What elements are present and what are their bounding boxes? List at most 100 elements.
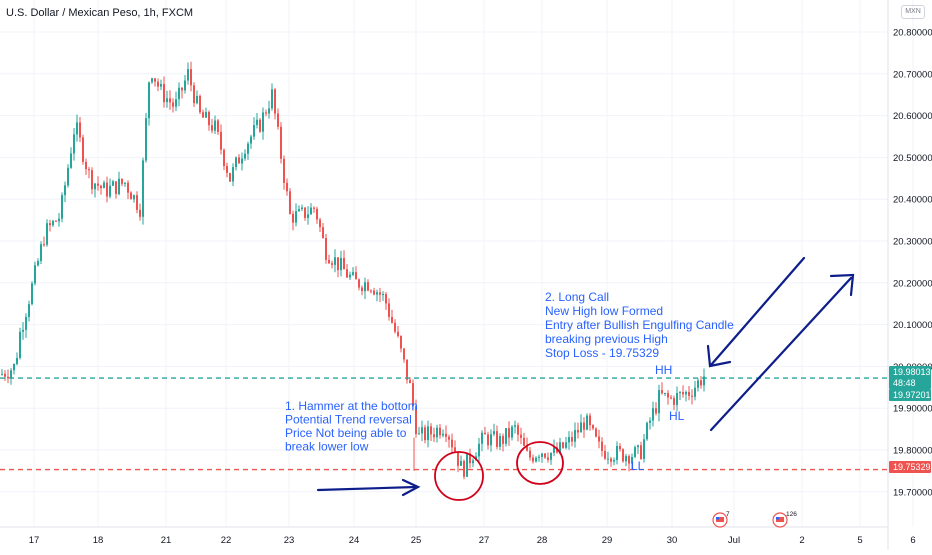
- candle-body: [262, 112, 264, 132]
- down-arrow-head: [706, 344, 732, 368]
- x-tick-label: 29: [602, 535, 613, 546]
- candle-body: [238, 157, 240, 164]
- annotation-hammer-line: break lower low: [285, 440, 369, 454]
- candle-body: [52, 220, 54, 226]
- candle-body: [472, 460, 474, 464]
- candle-body: [283, 158, 285, 183]
- candle-body: [4, 373, 6, 377]
- candle-body: [478, 443, 480, 457]
- candle-body: [313, 207, 315, 209]
- candle-body: [25, 316, 27, 330]
- candle-body: [436, 427, 438, 438]
- stop-price-tag: [889, 461, 931, 473]
- candle-body: [448, 436, 450, 440]
- currency-badge[interactable]: MXN: [901, 5, 925, 19]
- hammer-circle: [434, 451, 484, 501]
- candle-body: [493, 431, 495, 435]
- candle-body: [7, 376, 9, 379]
- candle-body: [361, 287, 363, 292]
- event-badge[interactable]: 7: [712, 511, 730, 528]
- candle-body: [64, 185, 66, 196]
- candle-body: [328, 259, 330, 264]
- hl-label: HL: [669, 409, 685, 423]
- candle-body: [616, 446, 618, 461]
- y-tick-label: 20.80000: [893, 28, 932, 39]
- candle-body: [622, 449, 624, 462]
- candle-body: [607, 458, 609, 460]
- y-tick-label: 20.40000: [893, 195, 932, 206]
- y-tick-label: 20.60000: [893, 111, 932, 122]
- candle-body: [520, 434, 522, 438]
- candle-body: [661, 390, 663, 394]
- candle-body: [112, 181, 114, 186]
- candle-body: [682, 392, 684, 395]
- candle-body: [307, 214, 309, 218]
- up-arrow-line: [709, 276, 853, 432]
- y-tick-label: 19.90000: [893, 404, 932, 415]
- up-arrow-head: [829, 273, 855, 297]
- candle-body: [424, 427, 426, 441]
- candle-body: [286, 182, 288, 192]
- candle-body: [406, 359, 408, 380]
- x-tick-label: 27: [479, 535, 490, 546]
- candle-body: [343, 257, 345, 270]
- candle-body: [658, 390, 660, 414]
- candle-body: [61, 195, 63, 219]
- candle-body: [127, 182, 129, 193]
- candle-body: [502, 436, 504, 444]
- candle-body: [541, 453, 543, 457]
- candle-body: [388, 303, 390, 317]
- candle-body: [403, 348, 405, 360]
- flag-stripe: [716, 517, 724, 522]
- candle-body: [412, 383, 414, 407]
- candle-body: [265, 112, 267, 114]
- candle-body: [175, 99, 177, 107]
- candle-body: [484, 432, 486, 435]
- candle-body: [610, 458, 612, 462]
- candle-body: [559, 442, 561, 453]
- candle-body: [76, 122, 78, 135]
- candle-body: [40, 244, 42, 262]
- candle-body: [163, 83, 165, 103]
- candle-body: [586, 415, 588, 430]
- candle-body: [331, 263, 333, 265]
- candle-body: [580, 422, 582, 433]
- candle-body: [703, 376, 705, 386]
- candle-body: [352, 272, 354, 275]
- candle-body: [208, 111, 210, 126]
- candle-body: [151, 78, 153, 83]
- candle-body: [565, 442, 567, 448]
- candle-body: [310, 207, 312, 215]
- candle-body: [397, 331, 399, 337]
- event-badge[interactable]: 126: [772, 511, 797, 528]
- candle-body: [430, 426, 432, 435]
- x-tick-label: 21: [161, 535, 172, 546]
- annotation-long-call-line: Entry after Bullish Engulfing Candle: [545, 318, 734, 332]
- candle-body: [400, 336, 402, 349]
- candle-body: [85, 161, 87, 170]
- candle-body: [421, 427, 423, 434]
- candle-body: [670, 397, 672, 399]
- candle-body: [301, 207, 303, 210]
- candle-body: [553, 447, 555, 453]
- candle-body: [652, 408, 654, 421]
- candle-body: [451, 439, 453, 448]
- candle-body: [376, 292, 378, 295]
- candle-body: [97, 183, 99, 186]
- candle-body: [280, 126, 282, 159]
- candle-body: [568, 437, 570, 443]
- candles: [1, 61, 705, 480]
- candle-body: [130, 192, 132, 200]
- candle-body: [31, 283, 33, 305]
- candle-body: [667, 392, 669, 398]
- candle-body: [100, 185, 102, 189]
- candle-body: [679, 392, 681, 394]
- annotation-long-call-line: Stop Loss - 19.75329: [545, 346, 659, 360]
- x-tick-label: 6: [910, 535, 915, 546]
- y-tick-label: 20.30000: [893, 237, 932, 248]
- candle-body: [628, 456, 630, 464]
- candle-body: [391, 316, 393, 323]
- candle-body: [82, 137, 84, 162]
